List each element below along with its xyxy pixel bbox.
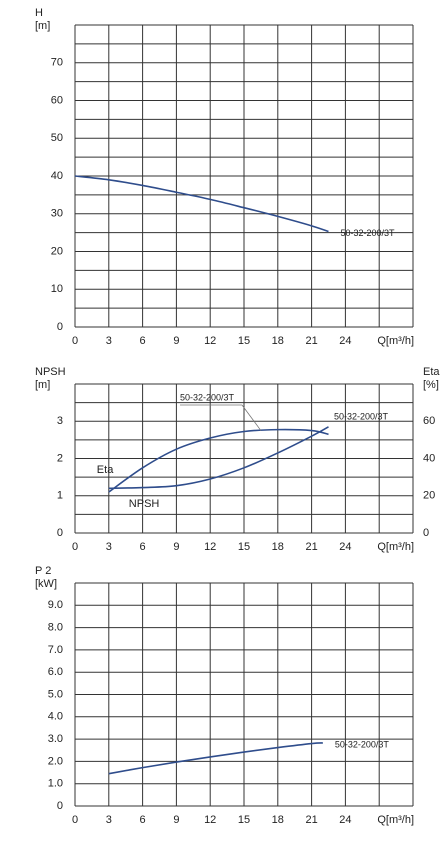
y-axis-unit: [m] — [35, 379, 50, 391]
y-tick-label: 2.0 — [48, 755, 63, 767]
y-tick-label: 3 — [57, 415, 63, 427]
x-tick-label: 0 — [72, 814, 78, 826]
y-tick-label: 9.0 — [48, 599, 63, 611]
x-tick-label: 24 — [339, 335, 351, 347]
y2-axis-label: Eta — [423, 366, 440, 378]
x-tick-label: 15 — [238, 335, 250, 347]
y2-tick-label: 0 — [423, 527, 429, 539]
x-tick-label: 3 — [106, 335, 112, 347]
series-label: 50-32-200/3T — [335, 739, 390, 749]
y-tick-label: 0 — [57, 527, 63, 539]
x-tick-label: 9 — [173, 814, 179, 826]
x-tick-label: 3 — [106, 814, 112, 826]
y-tick-label: 0 — [57, 800, 63, 812]
y-tick-label: 6.0 — [48, 666, 63, 678]
x-axis-label: Q[m³/h] — [377, 335, 414, 347]
y-tick-label: 20 — [51, 245, 63, 257]
x-tick-label: 9 — [173, 335, 179, 347]
y-tick-label: 30 — [51, 208, 63, 220]
x-tick-label: 18 — [272, 814, 284, 826]
y-tick-label: 4.0 — [48, 711, 63, 723]
curve-annotation: 50-32-200/3T — [334, 411, 389, 421]
x-tick-label: 15 — [238, 541, 250, 553]
x-tick-label: 6 — [140, 335, 146, 347]
x-tick-label: 12 — [204, 335, 216, 347]
y-tick-label: 70 — [51, 57, 63, 69]
y-axis-label: H — [35, 7, 43, 19]
curve — [108, 426, 329, 490]
x-tick-label: 12 — [204, 814, 216, 826]
series-label: NPSH — [129, 498, 160, 510]
x-tick-label: 0 — [72, 541, 78, 553]
y-tick-label: 7.0 — [48, 644, 63, 656]
y-axis-unit: [m] — [35, 20, 50, 32]
y-tick-label: 0 — [57, 321, 63, 333]
x-tick-label: 3 — [106, 541, 112, 553]
y-tick-label: 8.0 — [48, 622, 63, 634]
x-tick-label: 18 — [272, 541, 284, 553]
series-label: Eta — [97, 464, 114, 476]
x-tick-label: 21 — [305, 335, 317, 347]
y-tick-label: 50 — [51, 132, 63, 144]
x-tick-label: 6 — [140, 541, 146, 553]
y-axis-label: P 2 — [35, 565, 51, 577]
curve — [108, 742, 323, 775]
x-tick-label: 21 — [305, 541, 317, 553]
x-tick-label: 24 — [339, 541, 351, 553]
y-tick-label: 40 — [51, 170, 63, 182]
x-tick-label: 21 — [305, 814, 317, 826]
x-tick-label: 24 — [339, 814, 351, 826]
curve-annotation: 50-32-200/3T — [180, 392, 235, 402]
y-tick-label: 5.0 — [48, 688, 63, 700]
x-tick-label: 15 — [238, 814, 250, 826]
y-axis-label: NPSH — [35, 366, 66, 378]
x-axis-label: Q[m³/h] — [377, 541, 414, 553]
y-tick-label: 1 — [57, 490, 63, 502]
y2-tick-label: 60 — [423, 415, 435, 427]
x-axis-label: Q[m³/h] — [377, 814, 414, 826]
y2-axis-unit: [%] — [423, 379, 439, 391]
x-tick-label: 6 — [140, 814, 146, 826]
y-tick-label: 2 — [57, 452, 63, 464]
leader-line — [241, 404, 262, 431]
x-tick-label: 9 — [173, 541, 179, 553]
curve — [74, 175, 329, 233]
x-tick-label: 18 — [272, 335, 284, 347]
series-label: 50-32-200/3T — [341, 228, 396, 238]
y-tick-label: 3.0 — [48, 733, 63, 745]
x-tick-label: 12 — [204, 541, 216, 553]
y2-tick-label: 20 — [423, 490, 435, 502]
y-tick-label: 1.0 — [48, 778, 63, 790]
x-tick-label: 0 — [72, 335, 78, 347]
y-tick-label: 60 — [51, 94, 63, 106]
y-tick-label: 10 — [51, 283, 63, 295]
y-axis-unit: [kW] — [35, 578, 57, 590]
curve — [108, 428, 329, 493]
y2-tick-label: 40 — [423, 452, 435, 464]
